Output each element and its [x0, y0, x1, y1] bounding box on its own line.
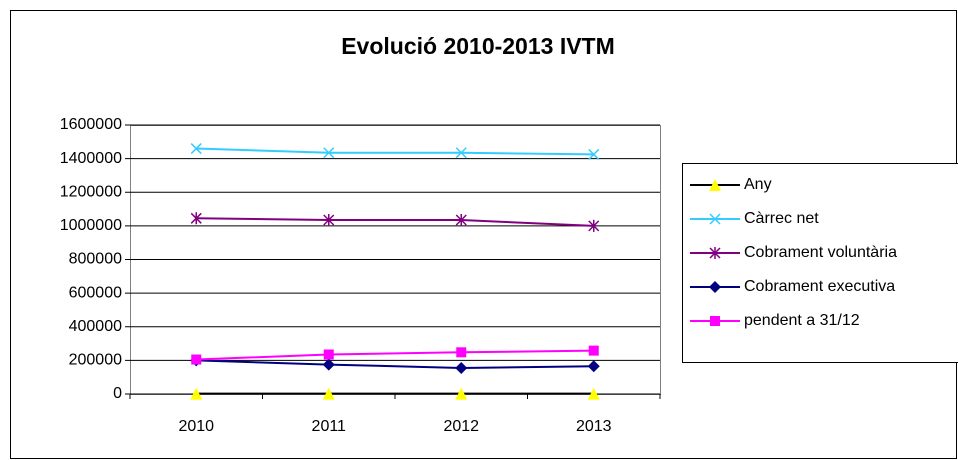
marker [588, 345, 599, 356]
marker [709, 213, 721, 225]
x-tick-label: 2013 [576, 418, 612, 435]
series-line [196, 349, 594, 361]
marker [709, 247, 721, 259]
series-line [196, 359, 594, 369]
y-tick-label: 0 [113, 385, 122, 402]
marker [190, 212, 202, 225]
y-tick-label: 1400000 [60, 150, 122, 167]
marker [710, 316, 720, 326]
marker [455, 387, 468, 400]
series-line [196, 217, 594, 227]
y-tick-label: 400000 [69, 318, 122, 335]
marker [709, 179, 721, 191]
marker [323, 213, 335, 226]
marker [322, 358, 335, 371]
chart-title: Evolució 2010-2013 IVTM [341, 33, 615, 59]
legend-label: Cobrament executiva [744, 278, 895, 295]
y-tick-label: 1000000 [60, 217, 122, 234]
y-tick-label: 1600000 [60, 116, 122, 133]
marker [323, 147, 335, 159]
x-tick-label: 2010 [178, 418, 214, 435]
y-tick-label: 800000 [69, 251, 122, 268]
marker [456, 347, 467, 358]
marker [588, 148, 600, 160]
legend-label: Any [744, 176, 772, 193]
marker [190, 387, 203, 400]
marker [322, 387, 335, 400]
y-tick-label: 600000 [69, 284, 122, 301]
series-line [196, 147, 594, 156]
marker [190, 143, 202, 155]
marker [587, 387, 600, 400]
marker [587, 360, 600, 373]
x-tick-label: 2011 [312, 418, 347, 435]
legend-label: Càrrec net [744, 210, 819, 227]
marker [588, 219, 600, 232]
y-tick-label: 1200000 [60, 183, 122, 200]
marker [455, 361, 468, 374]
marker [191, 354, 202, 365]
x-tick-label: 2012 [443, 418, 479, 435]
legend-box [682, 163, 958, 363]
marker [323, 349, 334, 360]
legend-label: Cobrament voluntària [744, 244, 897, 261]
legend-label: pendent a 31/12 [744, 312, 860, 329]
marker [709, 281, 721, 293]
marker [455, 147, 467, 159]
marker [455, 213, 467, 226]
y-tick-label: 200000 [69, 352, 122, 369]
